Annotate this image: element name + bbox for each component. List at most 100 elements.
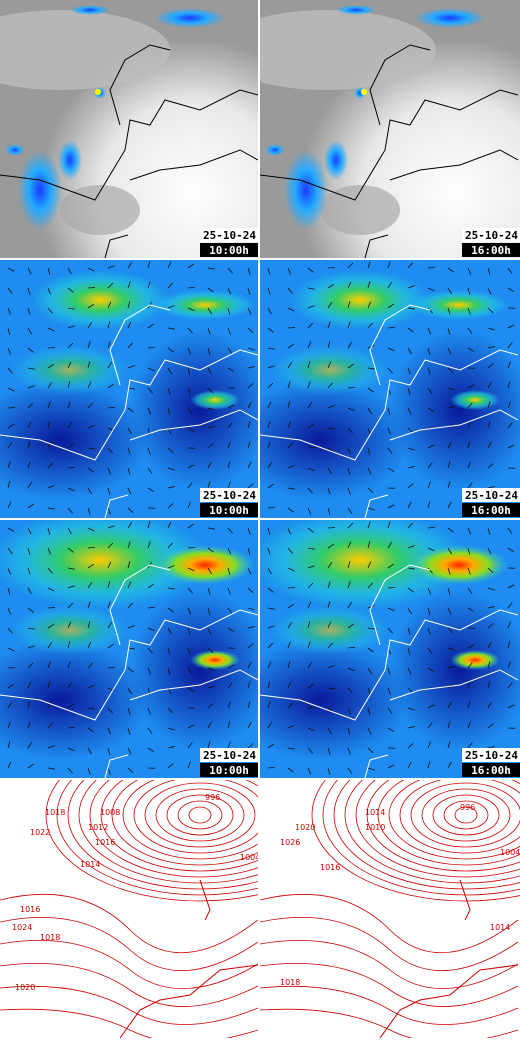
isobar <box>399 780 520 854</box>
wind-arrow <box>327 543 335 549</box>
isobar <box>45 780 258 902</box>
wind-arrow <box>507 422 513 429</box>
wind-arrow <box>147 667 152 675</box>
wind-arrow <box>327 321 331 329</box>
wind-arrow <box>87 527 95 532</box>
wind-arrow <box>147 606 156 609</box>
time-label: 10:00h <box>209 504 249 517</box>
wind-arrow <box>487 401 491 409</box>
wind-arrow <box>347 623 354 629</box>
isobar-label: 1018 <box>280 978 300 987</box>
wind-arrow <box>507 602 513 609</box>
wind-arrow <box>367 747 374 754</box>
wind-arrow <box>167 467 175 471</box>
wind-arrow <box>67 547 74 553</box>
precip-core <box>361 89 367 95</box>
wind-arrow <box>407 743 414 749</box>
wind-arrow <box>367 261 371 269</box>
wind-arrow <box>187 523 194 529</box>
wind-arrow <box>47 507 55 510</box>
wind-arrow <box>307 706 316 709</box>
isobar <box>133 780 258 854</box>
isobar-label: 1010 <box>365 823 385 832</box>
date-box <box>200 748 258 762</box>
wind-arrow <box>507 584 515 589</box>
wind-arrow <box>347 467 351 475</box>
precip <box>155 8 225 28</box>
isobar <box>260 985 519 1025</box>
wind-arrow <box>167 627 172 635</box>
wind-arrow <box>307 621 311 629</box>
isobar <box>260 916 519 972</box>
wind-arrow <box>387 563 394 569</box>
wind-arrow <box>167 503 174 509</box>
wind-arrow <box>27 721 31 729</box>
wind-arrow <box>387 764 395 769</box>
isobar <box>311 780 520 902</box>
field-high <box>409 545 509 585</box>
isobar-label: 1016 <box>95 838 115 847</box>
wind-arrow <box>127 281 131 289</box>
isobar <box>122 780 258 860</box>
wind-arrow <box>227 664 235 669</box>
wind-arrow <box>447 627 454 634</box>
wind-arrow <box>427 567 433 574</box>
wind-arrow <box>327 301 333 309</box>
wind-arrow <box>107 707 113 714</box>
wind-arrow <box>107 361 113 369</box>
wind-arrow <box>67 703 74 709</box>
wind-arrow <box>127 301 131 309</box>
wind-arrow <box>347 363 354 369</box>
wind-arrow <box>287 465 295 469</box>
wind-arrow <box>467 644 475 649</box>
wind-arrow <box>407 407 412 415</box>
wind-arrow <box>47 485 55 489</box>
wind-arrow <box>247 587 254 594</box>
wind-arrow <box>487 723 494 729</box>
wind-arrow <box>407 647 411 655</box>
wind-arrow <box>27 567 31 575</box>
time-label: 10:00h <box>209 764 249 777</box>
wind-arrow <box>287 401 291 409</box>
wind-arrow <box>27 421 32 429</box>
wind-arrow <box>287 747 295 750</box>
wind-arrow <box>27 481 33 489</box>
field-high <box>155 545 255 585</box>
field-high <box>190 390 240 410</box>
wind-arrow <box>287 421 292 429</box>
field-low <box>260 640 410 760</box>
wind-arrow <box>407 607 412 615</box>
wind-arrow <box>287 603 295 609</box>
wind-arrow <box>187 647 191 655</box>
wind-arrow <box>67 325 75 329</box>
precip <box>5 144 25 156</box>
wind-arrow <box>267 461 273 469</box>
wind-arrow <box>167 587 175 590</box>
wind-arrow <box>347 427 353 434</box>
wind-arrow <box>247 626 255 629</box>
wind-arrow <box>247 743 254 749</box>
wind-arrow <box>27 645 35 649</box>
wind-arrow <box>487 421 491 429</box>
wind-arrow <box>47 641 53 649</box>
isobar-label: 1020 <box>15 983 35 992</box>
wind-arrow <box>467 681 471 689</box>
wind-arrow <box>407 307 415 310</box>
wind-arrow <box>407 627 411 635</box>
wind-arrow <box>87 447 95 450</box>
wind-arrow <box>407 327 414 333</box>
wind-arrow <box>347 507 353 514</box>
wind-arrow <box>127 561 131 569</box>
isobar <box>0 939 258 990</box>
wind-arrow <box>407 427 414 434</box>
isobar <box>155 788 245 842</box>
coastline <box>260 564 519 778</box>
wind-arrow <box>127 581 132 589</box>
isobar-label: 1018 <box>40 933 60 942</box>
wind-arrow <box>167 565 175 569</box>
wind-arrow <box>7 267 15 272</box>
date-label: 25-10-24 <box>203 229 256 242</box>
wind-arrow <box>487 486 495 489</box>
time-label: 16:00h <box>471 504 511 517</box>
wind-arrow <box>287 381 291 389</box>
